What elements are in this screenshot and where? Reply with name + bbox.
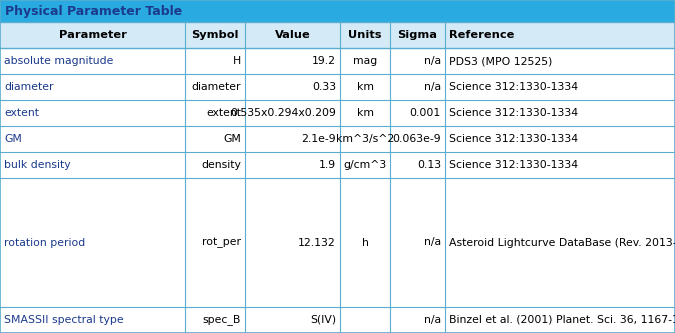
Text: km^3/s^2: km^3/s^2 — [336, 134, 394, 144]
Text: Parameter: Parameter — [59, 30, 126, 40]
Text: 0.001: 0.001 — [410, 108, 441, 118]
Text: 0.13: 0.13 — [417, 160, 441, 170]
Text: 1.9: 1.9 — [319, 160, 336, 170]
Text: Science 312:1330-1334: Science 312:1330-1334 — [449, 134, 578, 144]
Text: g/cm^3: g/cm^3 — [344, 160, 387, 170]
Text: extent: extent — [4, 108, 39, 118]
Bar — [0, 126, 675, 152]
Text: Reference: Reference — [449, 30, 514, 40]
Text: density: density — [201, 160, 241, 170]
Text: mag: mag — [353, 56, 377, 66]
Text: 19.2: 19.2 — [312, 56, 336, 66]
Text: n/a: n/a — [424, 315, 441, 325]
Text: 2.1e-9: 2.1e-9 — [301, 134, 336, 144]
Text: S(IV): S(IV) — [310, 315, 336, 325]
Bar — [0, 178, 675, 307]
Text: h: h — [362, 237, 369, 247]
Text: Sigma: Sigma — [398, 30, 437, 40]
Text: Science 312:1330-1334: Science 312:1330-1334 — [449, 160, 578, 170]
Text: 12.132: 12.132 — [298, 237, 336, 247]
Text: Physical Parameter Table: Physical Parameter Table — [5, 5, 182, 18]
Text: H: H — [233, 56, 241, 66]
Bar — [0, 307, 675, 333]
Text: diameter: diameter — [192, 82, 241, 92]
Text: absolute magnitude: absolute magnitude — [4, 56, 113, 66]
Text: Science 312:1330-1334: Science 312:1330-1334 — [449, 82, 578, 92]
Text: 0.535x0.294x0.209: 0.535x0.294x0.209 — [230, 108, 336, 118]
Text: PDS3 (MPO 12525): PDS3 (MPO 12525) — [449, 56, 552, 66]
Text: km: km — [356, 108, 373, 118]
Text: km: km — [356, 82, 373, 92]
Text: extent: extent — [206, 108, 241, 118]
Text: spec_B: spec_B — [202, 315, 241, 325]
Text: GM: GM — [4, 134, 22, 144]
Bar — [0, 152, 675, 178]
Text: rot_per: rot_per — [202, 237, 241, 248]
Bar — [0, 0, 675, 22]
Text: Science 312:1330-1334: Science 312:1330-1334 — [449, 108, 578, 118]
Text: SMASSII spectral type: SMASSII spectral type — [4, 315, 124, 325]
Text: Symbol: Symbol — [191, 30, 239, 40]
Text: Units: Units — [348, 30, 382, 40]
Bar — [0, 74, 675, 100]
Text: rotation period: rotation period — [4, 237, 85, 247]
Text: 0.33: 0.33 — [312, 82, 336, 92]
Text: bulk density: bulk density — [4, 160, 71, 170]
Text: n/a: n/a — [424, 82, 441, 92]
Bar — [0, 100, 675, 126]
Text: 0.063e-9: 0.063e-9 — [392, 134, 441, 144]
Text: Binzel et al. (2001) Planet. Sci. 36, 1167-1172: Binzel et al. (2001) Planet. Sci. 36, 11… — [449, 315, 675, 325]
Text: GM: GM — [223, 134, 241, 144]
Text: Asteroid Lightcurve DataBase (Rev. 2013-May-01): Asteroid Lightcurve DataBase (Rev. 2013-… — [449, 237, 675, 247]
Text: Value: Value — [275, 30, 310, 40]
Bar — [0, 22, 675, 48]
Bar — [0, 48, 675, 74]
Text: diameter: diameter — [4, 82, 53, 92]
Text: n/a: n/a — [424, 56, 441, 66]
Text: n/a: n/a — [424, 237, 441, 247]
